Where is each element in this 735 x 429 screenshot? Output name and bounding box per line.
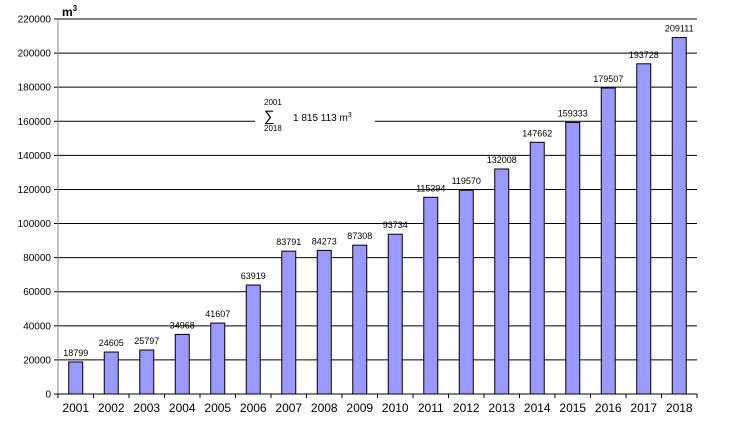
x-tick-label: 2018 bbox=[666, 401, 693, 415]
data-label: 147662 bbox=[522, 128, 552, 138]
y-tick-label: 60000 bbox=[23, 287, 51, 298]
bar bbox=[103, 351, 119, 395]
x-tick-label: 2010 bbox=[382, 401, 409, 415]
bar bbox=[387, 233, 403, 395]
x-tick-label: 2006 bbox=[240, 401, 267, 415]
data-label: 179507 bbox=[593, 74, 623, 84]
sum-annotation-background bbox=[255, 96, 375, 132]
data-label: 119570 bbox=[452, 176, 481, 186]
y-tick-label: 160000 bbox=[18, 117, 52, 128]
bar bbox=[423, 196, 439, 395]
x-tick-label: 2017 bbox=[630, 401, 657, 415]
bar bbox=[529, 141, 545, 395]
sum-upper-limit: 2001 bbox=[264, 98, 282, 107]
y-tick-label: 40000 bbox=[23, 321, 51, 332]
x-tick-label: 2013 bbox=[488, 401, 515, 415]
bar bbox=[210, 322, 226, 395]
x-tick-label: 2004 bbox=[169, 401, 196, 415]
x-tick-label: 2003 bbox=[133, 401, 160, 415]
data-label: 159333 bbox=[558, 108, 588, 118]
bar bbox=[139, 349, 155, 395]
bar bbox=[600, 87, 616, 395]
y-tick-label: 200000 bbox=[18, 49, 52, 60]
bar bbox=[636, 63, 652, 395]
data-label: 41607 bbox=[205, 309, 230, 319]
data-label: 115394 bbox=[416, 183, 445, 193]
y-tick-label: 220000 bbox=[18, 15, 52, 26]
data-label: 209111 bbox=[665, 24, 694, 34]
data-label: 193728 bbox=[629, 50, 659, 60]
bar bbox=[671, 37, 687, 395]
x-tick-label: 2009 bbox=[346, 401, 373, 415]
x-tick-label: 2008 bbox=[311, 401, 338, 415]
y-tick-label: 180000 bbox=[18, 83, 52, 94]
x-tick-label: 2011 bbox=[418, 401, 444, 415]
x-tick-label: 2001 bbox=[62, 401, 89, 415]
sum-value: 1 815 113 m3 bbox=[293, 112, 352, 124]
data-label: 84273 bbox=[312, 236, 337, 246]
y-tick-label: 80000 bbox=[23, 253, 51, 264]
x-tick-label: 2014 bbox=[524, 401, 551, 415]
x-tick-label: 2005 bbox=[204, 401, 231, 415]
data-label: 93734 bbox=[383, 220, 408, 230]
sum-lower-limit: 2018 bbox=[264, 124, 282, 133]
bar bbox=[458, 189, 474, 395]
bar bbox=[316, 249, 332, 395]
x-tick-label: 2016 bbox=[595, 401, 622, 415]
x-tick-label: 2015 bbox=[559, 401, 586, 415]
bar bbox=[565, 121, 581, 395]
y-tick-label: 120000 bbox=[18, 185, 52, 196]
data-label: 34968 bbox=[170, 320, 195, 330]
y-tick-label: 140000 bbox=[18, 151, 52, 162]
bar bbox=[174, 333, 190, 395]
sum-annotation: 2001 ∑ 2018 1 815 113 m3 bbox=[255, 96, 375, 133]
bar bbox=[352, 244, 368, 395]
data-label: 18799 bbox=[63, 348, 88, 358]
sum-symbol: ∑ bbox=[264, 108, 275, 125]
x-tick-label: 2007 bbox=[275, 401, 302, 415]
data-label: 87308 bbox=[347, 231, 372, 241]
y-tick-label: 0 bbox=[45, 390, 51, 401]
x-axis-labels: 2001 2002 2003 2004 2005 2006 2007 2008 2009 2010… bbox=[57, 394, 698, 415]
x-tick-label: 2012 bbox=[453, 401, 480, 415]
y-tick-label: 20000 bbox=[23, 355, 51, 366]
unit-label: m3 bbox=[62, 4, 78, 19]
data-label: 132008 bbox=[487, 155, 517, 165]
y-tick-label: 100000 bbox=[18, 219, 52, 230]
x-tick-label: 2002 bbox=[98, 401, 125, 415]
data-label: 25797 bbox=[134, 336, 159, 346]
bar bbox=[494, 168, 510, 395]
data-labels: 18799 24605 25797 34968 41607 63919 83791 84273… bbox=[63, 24, 693, 358]
data-label: 83791 bbox=[276, 237, 301, 247]
gridlines bbox=[58, 18, 697, 361]
bars bbox=[68, 37, 687, 395]
bar bbox=[68, 361, 84, 395]
data-label: 63919 bbox=[241, 271, 266, 281]
bar bbox=[245, 284, 261, 395]
bar bbox=[281, 250, 297, 395]
data-label: 24605 bbox=[99, 338, 124, 348]
